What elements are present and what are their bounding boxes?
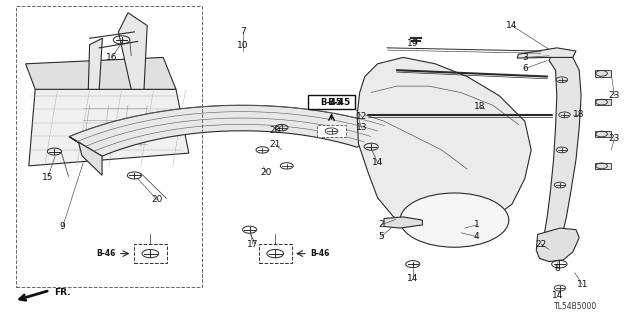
Text: 14: 14 xyxy=(372,158,383,167)
Polygon shape xyxy=(536,228,579,262)
Text: 19: 19 xyxy=(407,39,419,48)
Text: 22: 22 xyxy=(535,240,547,249)
Text: FR.: FR. xyxy=(54,288,71,297)
Text: 20: 20 xyxy=(269,126,281,135)
Text: 3: 3 xyxy=(522,53,527,62)
Bar xyxy=(595,99,611,105)
Polygon shape xyxy=(69,105,385,156)
Bar xyxy=(595,131,611,137)
Text: 1: 1 xyxy=(474,220,479,229)
Polygon shape xyxy=(543,54,581,255)
Text: 12: 12 xyxy=(356,112,367,121)
Text: 21: 21 xyxy=(269,140,281,149)
Text: 13: 13 xyxy=(356,123,367,132)
Text: 20: 20 xyxy=(260,168,271,177)
Bar xyxy=(308,95,355,109)
Polygon shape xyxy=(118,13,147,89)
Text: 9: 9 xyxy=(60,222,65,231)
Text: 2: 2 xyxy=(378,220,383,229)
Text: 23: 23 xyxy=(609,91,620,100)
Text: TL54B5000: TL54B5000 xyxy=(554,302,598,311)
Polygon shape xyxy=(88,38,102,89)
Bar xyxy=(595,163,611,169)
Text: 14: 14 xyxy=(552,291,564,300)
Polygon shape xyxy=(29,89,189,166)
Polygon shape xyxy=(384,217,422,228)
Bar xyxy=(16,6,202,287)
Bar xyxy=(259,244,292,263)
Text: B-46: B-46 xyxy=(97,249,116,258)
Polygon shape xyxy=(517,48,576,58)
Text: 23: 23 xyxy=(609,134,620,143)
Polygon shape xyxy=(357,57,531,233)
Bar xyxy=(317,125,346,137)
Text: 10: 10 xyxy=(237,41,249,50)
Polygon shape xyxy=(26,57,176,89)
Text: 7: 7 xyxy=(241,27,246,36)
Polygon shape xyxy=(69,137,102,175)
Text: 18: 18 xyxy=(573,110,585,119)
Bar xyxy=(134,244,167,263)
Text: 11: 11 xyxy=(577,280,588,289)
Text: 16: 16 xyxy=(106,53,118,62)
Text: 5: 5 xyxy=(378,232,383,241)
Text: B-45: B-45 xyxy=(328,98,351,107)
Text: 15: 15 xyxy=(42,173,54,182)
Text: 6: 6 xyxy=(522,64,527,73)
Text: B-45: B-45 xyxy=(321,98,342,107)
Bar xyxy=(595,70,611,77)
Text: 8: 8 xyxy=(554,264,559,273)
Circle shape xyxy=(400,193,509,247)
Text: B-46: B-46 xyxy=(310,249,329,258)
Text: 18: 18 xyxy=(474,102,486,111)
Text: 4: 4 xyxy=(474,232,479,241)
Text: 20: 20 xyxy=(151,195,163,204)
Text: 17: 17 xyxy=(247,240,259,249)
Text: 14: 14 xyxy=(506,21,518,30)
Text: 14: 14 xyxy=(407,274,419,283)
